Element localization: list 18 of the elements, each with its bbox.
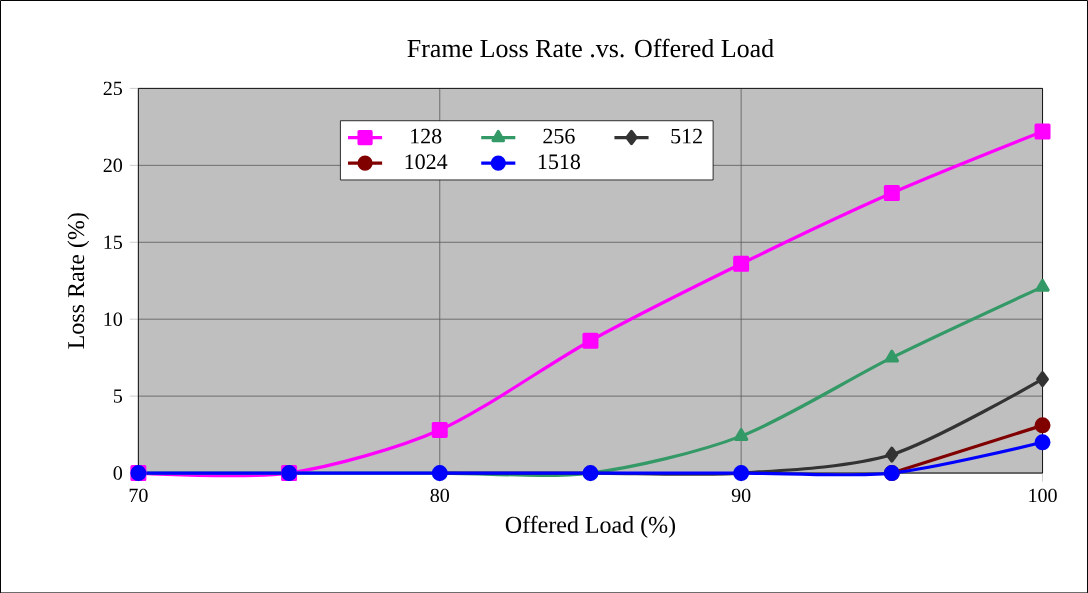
y-tick-label: 15 [104,235,123,249]
legend-label: 1024 [405,154,448,169]
y-tick-label: 0 [113,466,123,480]
x-tick-label: 100 [1029,488,1057,502]
legend-label: 1518 [538,154,581,169]
y-tick-label: 20 [103,158,123,172]
legend-label: 128 [411,128,442,144]
x-tick-label: 70 [129,488,148,502]
y-tick-label: 25 [103,81,123,95]
y-tick-label: 5 [113,389,123,403]
x-axis-title: Offered Load (%) [505,515,676,538]
y-axis-title: Loss Rate (%) [67,212,90,349]
y-tick-label: 10 [104,312,123,326]
x-tick-label: 90 [731,488,751,502]
legend-label: 512 [671,128,702,144]
legend-label: 256 [543,128,575,144]
chart-title: Frame Loss Rate .vs. Offered Load [407,38,774,58]
x-tick-label: 80 [430,488,450,502]
